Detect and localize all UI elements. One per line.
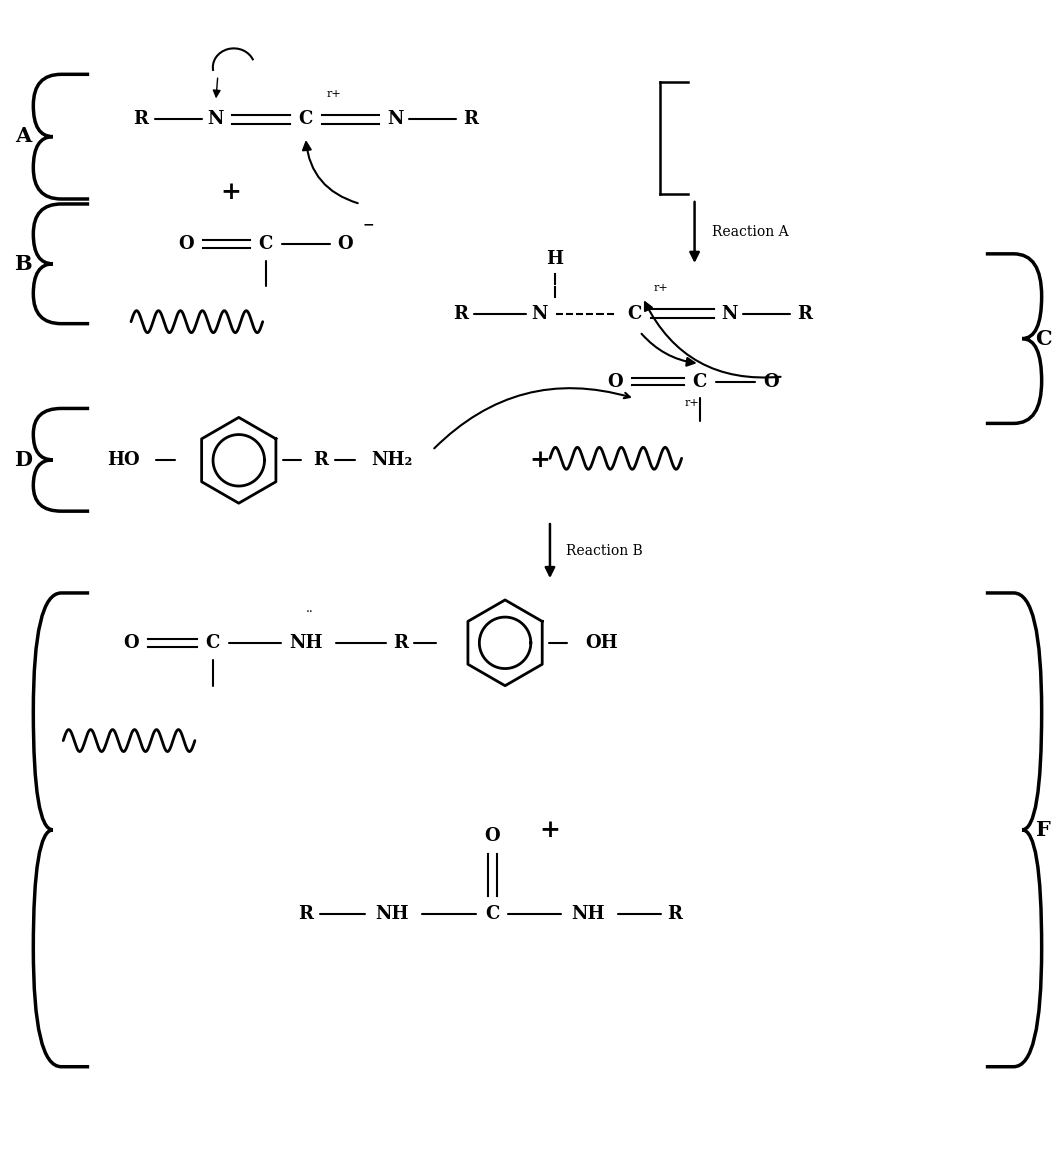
Text: NH: NH [288,634,322,651]
Text: R: R [298,905,313,924]
Text: A: A [15,126,32,146]
Text: C: C [259,235,272,253]
Text: N: N [207,111,225,128]
Text: C: C [628,304,642,323]
Text: R: R [463,111,478,128]
Text: C: C [298,111,313,128]
Text: O: O [606,372,622,391]
Text: r+: r+ [327,89,340,99]
Text: O: O [484,828,500,845]
Text: NH: NH [376,905,410,924]
Text: HO: HO [106,451,139,469]
Text: N: N [721,304,737,323]
Text: R: R [667,905,682,924]
Text: C: C [205,634,220,651]
Text: NH₂: NH₂ [371,451,413,469]
Text: +: + [220,180,242,204]
Text: N: N [532,304,548,323]
Text: R: R [452,304,468,323]
Text: R: R [313,451,328,469]
Text: R: R [797,304,812,323]
Text: Reaction B: Reaction B [566,544,643,558]
Text: OH: OH [585,634,618,651]
Text: r+: r+ [653,282,668,293]
Text: NH: NH [571,905,604,924]
Text: C: C [485,905,499,924]
Text: H: H [547,250,564,267]
Text: Reaction A: Reaction A [712,225,788,239]
Text: O: O [178,235,194,253]
Text: −: − [363,217,375,231]
Text: O: O [337,235,353,253]
Text: +: + [530,449,550,473]
Text: R: R [393,634,408,651]
Text: F: F [1036,820,1051,841]
Text: ··: ·· [305,606,314,619]
Text: +: + [539,819,561,843]
Text: r+: r+ [684,399,699,408]
Text: N: N [387,111,403,128]
Text: R: R [133,111,149,128]
Text: B: B [15,254,32,273]
Text: C: C [1035,329,1052,348]
Text: O: O [764,372,779,391]
Text: C: C [693,372,706,391]
Text: O: O [123,634,139,651]
Text: D: D [14,451,32,470]
